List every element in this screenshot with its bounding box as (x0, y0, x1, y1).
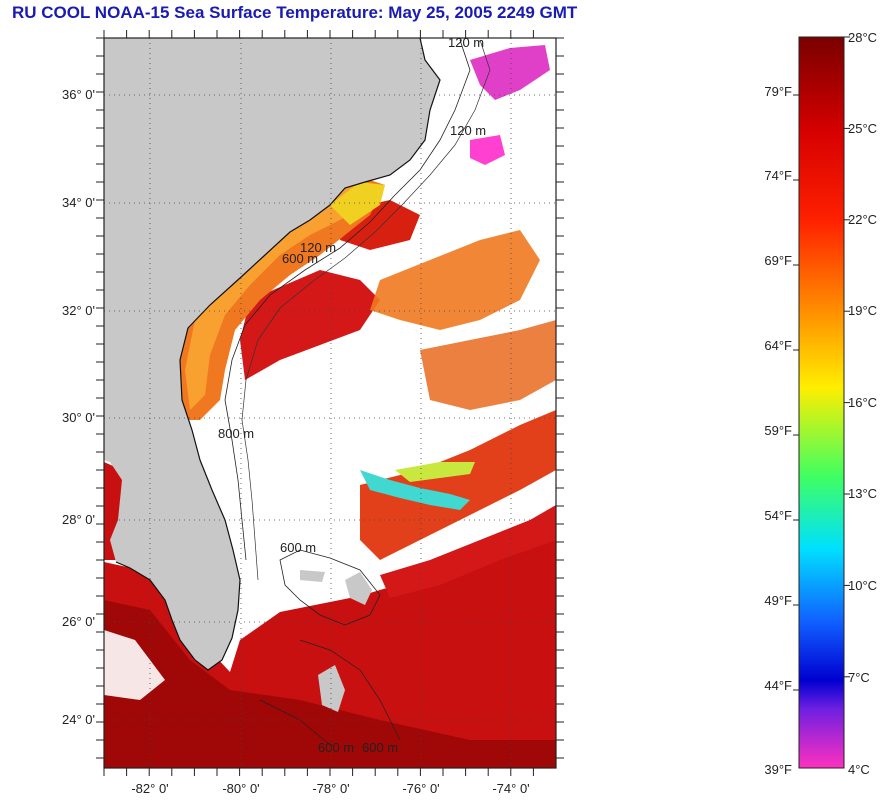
colorbar-fahrenheit-label: 79°F (764, 84, 792, 99)
gulf-dark-water (104, 600, 556, 768)
lat-label: 26° 0' (62, 614, 95, 629)
gulf-cloud-patch (104, 630, 165, 700)
lat-label: 24° 0' (62, 712, 95, 727)
bahamas-island-1 (345, 572, 372, 605)
contour-label: 120 m (450, 123, 486, 138)
map-area: 120 m 600 m 120 m 800 m 600 m 120 m 600 … (104, 35, 556, 768)
colorbar-ticks (793, 36, 850, 691)
graticule (104, 38, 556, 768)
colorbar-gradient (798, 36, 845, 769)
colorbar-celsius-label: 22°C (848, 212, 877, 227)
colorbar-celsius-label: 19°C (848, 303, 877, 318)
contour-label: 120 m (448, 35, 484, 50)
colorbar-fahrenheit-label: 39°F (764, 762, 792, 777)
colorbar-fahrenheit-label: 64°F (764, 338, 792, 353)
cold-filament (360, 470, 470, 510)
lon-label: -80° 0' (222, 781, 259, 796)
contour-600m (241, 39, 491, 581)
bahamas-island-3 (318, 665, 345, 712)
page-title: RU COOL NOAA-15 Sea Surface Temperature:… (12, 3, 578, 22)
colorbar: 28°C 25°C 22°C 19°C 16°C 13°C 10°C 7°C 4… (764, 30, 877, 777)
offshore-orange-patch (370, 230, 540, 330)
lat-label: 36° 0' (62, 87, 95, 102)
colorbar-celsius-label: 25°C (848, 121, 877, 136)
lat-label: 30° 0' (62, 410, 95, 425)
contour-label: 600 m (280, 540, 316, 555)
shelf-water (175, 175, 385, 420)
lon-label: -82° 0' (131, 781, 168, 796)
colorbar-celsius-label: 28°C (848, 30, 877, 45)
lon-label: -74° 0' (492, 781, 529, 796)
contour-label: 800 m (218, 426, 254, 441)
colorbar-fahrenheit-label: 74°F (764, 168, 792, 183)
offshore-red-patch (240, 270, 380, 380)
land-mass (104, 38, 440, 670)
offshore-orange-patch-2 (420, 320, 556, 410)
lat-label: 32° 0' (62, 303, 95, 318)
colorbar-celsius-label: 16°C (848, 395, 877, 410)
colorbar-fahrenheit-label: 54°F (764, 508, 792, 523)
colorbar-fahrenheit-label: 49°F (764, 593, 792, 608)
contour-label: 600 m (362, 740, 398, 755)
contour-120m (224, 39, 471, 561)
colorbar-celsius-label: 7°C (848, 670, 870, 685)
map-ticks (96, 30, 564, 776)
colorbar-celsius-label: 4°C (848, 762, 870, 777)
cool-filament (395, 462, 475, 482)
colorbar-fahrenheit-label: 69°F (764, 253, 792, 268)
lat-label: 28° 0' (62, 512, 95, 527)
bahamas-island-2 (300, 570, 325, 582)
colorbar-fahrenheit-label: 59°F (764, 423, 792, 438)
colorbar-fahrenheit-label: 44°F (764, 678, 792, 693)
lon-label: -78° 0' (312, 781, 349, 796)
coastline (115, 38, 441, 671)
gulf-stream-core (380, 505, 556, 598)
contour-label: 600 m (318, 740, 354, 755)
contour-label: 600 m (282, 251, 318, 266)
gulf-stream (360, 410, 556, 560)
contour-label: 120 m (300, 240, 336, 255)
onslow-bay-yellow (330, 182, 385, 225)
colorbar-celsius-label: 13°C (848, 486, 877, 501)
northern-cold-water (470, 45, 550, 100)
contour-bahamas (279, 549, 381, 626)
hatteras-cold-water (470, 135, 505, 165)
lon-label: -76° 0' (402, 781, 439, 796)
lat-label: 34° 0' (62, 195, 95, 210)
colorbar-celsius-label: 10°C (848, 578, 877, 593)
